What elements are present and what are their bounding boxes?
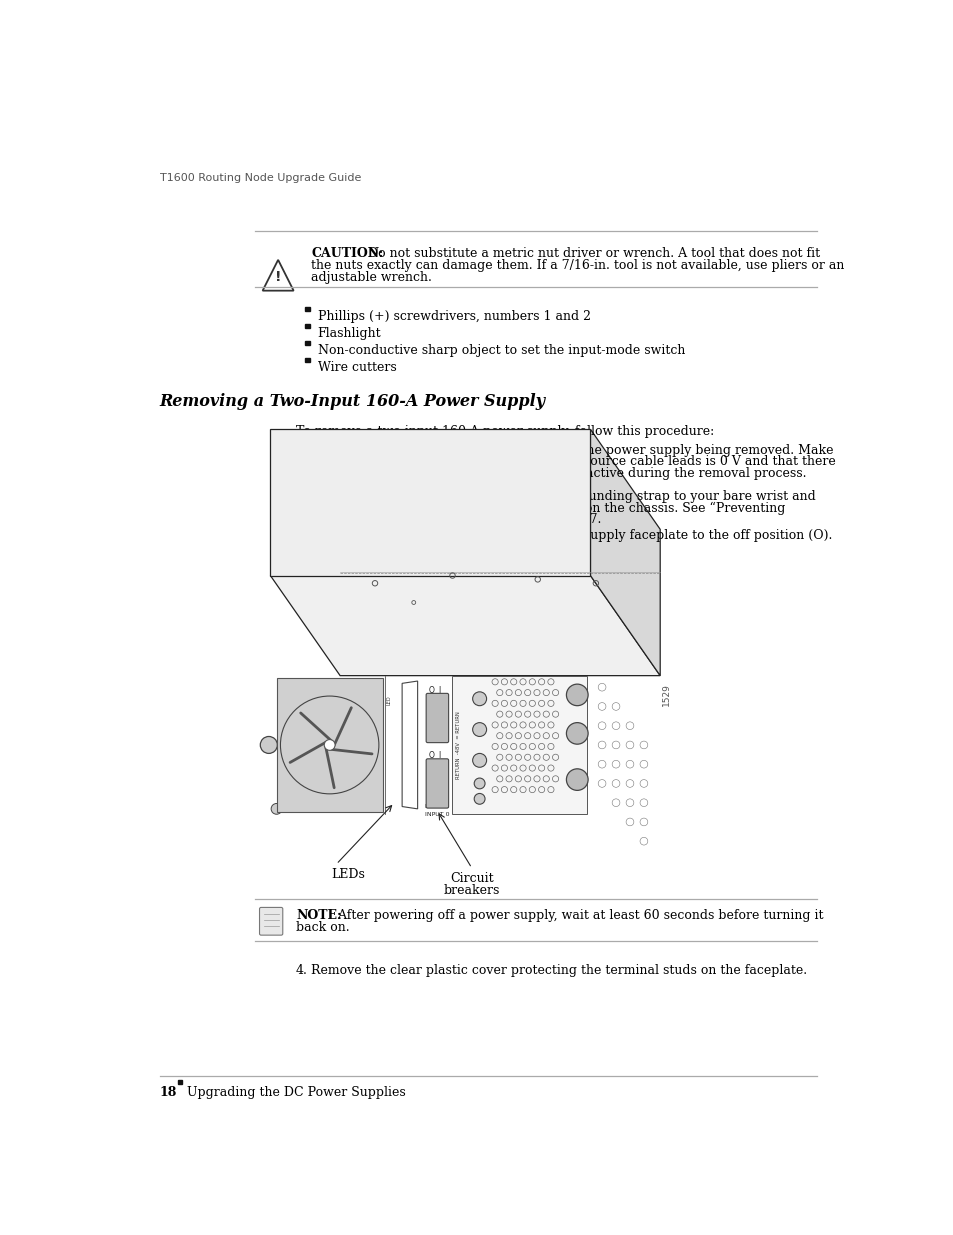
Text: I: I bbox=[437, 685, 440, 694]
Bar bbox=[305, 324, 310, 329]
Text: Phillips (+) screwdrivers, numbers 1 and 2: Phillips (+) screwdrivers, numbers 1 and… bbox=[317, 310, 590, 322]
Text: After powering off a power supply, wait at least 60 seconds before turning it: After powering off a power supply, wait … bbox=[330, 909, 822, 923]
Text: Flashlight: Flashlight bbox=[317, 327, 381, 340]
Text: Attach an electrostatic discharge (ESD) grounding strap to your bare wrist and: Attach an electrostatic discharge (ESD) … bbox=[311, 490, 816, 503]
Circle shape bbox=[566, 769, 587, 790]
Text: Figure 9: Two-Input 160-A Power Supply: Figure 9: Two-Input 160-A Power Supply bbox=[295, 555, 578, 568]
Circle shape bbox=[472, 692, 486, 705]
Circle shape bbox=[260, 736, 277, 753]
Circle shape bbox=[474, 778, 484, 789]
Text: Remove the clear plastic cover protecting the terminal studs on the faceplate.: Remove the clear plastic cover protectin… bbox=[311, 965, 807, 977]
Text: Circuit: Circuit bbox=[450, 872, 493, 885]
Bar bbox=[305, 358, 310, 362]
Circle shape bbox=[566, 722, 587, 745]
Bar bbox=[178, 1079, 182, 1084]
Text: O: O bbox=[428, 685, 434, 694]
Circle shape bbox=[271, 804, 282, 814]
Circle shape bbox=[566, 684, 587, 705]
Text: 4.: 4. bbox=[295, 965, 308, 977]
Text: I: I bbox=[437, 751, 440, 760]
Text: INPUT 1: INPUT 1 bbox=[424, 804, 449, 809]
FancyBboxPatch shape bbox=[426, 758, 448, 808]
Circle shape bbox=[474, 793, 484, 804]
Text: O: O bbox=[428, 751, 434, 760]
Text: CAUTION:: CAUTION: bbox=[311, 247, 383, 259]
Text: Electrostatic Discharge Damage” on page 47.: Electrostatic Discharge Damage” on page … bbox=[311, 514, 601, 526]
Text: connect the strap to one of the ESD points on the chassis. See “Preventing: connect the strap to one of the ESD poin… bbox=[311, 501, 785, 515]
FancyBboxPatch shape bbox=[426, 693, 448, 742]
Text: LED: LED bbox=[386, 695, 392, 704]
Circle shape bbox=[472, 753, 486, 767]
Text: breakers: breakers bbox=[443, 883, 499, 897]
Text: Switch off the external circuit breakers to the power supply being removed. Make: Switch off the external circuit breakers… bbox=[311, 443, 833, 457]
Text: NOTE:: NOTE: bbox=[295, 909, 341, 923]
Text: 2.: 2. bbox=[295, 490, 308, 503]
Text: T1600 Routing Node Upgrade Guide: T1600 Routing Node Upgrade Guide bbox=[159, 173, 360, 183]
Text: is no chance that the cables might become active during the removal process.: is no chance that the cables might becom… bbox=[311, 467, 806, 480]
Text: Non-conductive sharp object to set the input-mode switch: Non-conductive sharp object to set the i… bbox=[317, 343, 684, 357]
Text: sure that the voltage across the DC power source cable leads is 0 V and that the: sure that the voltage across the DC powe… bbox=[311, 456, 836, 468]
Bar bbox=[305, 306, 310, 311]
Polygon shape bbox=[270, 430, 590, 576]
Circle shape bbox=[472, 722, 486, 736]
Text: !: ! bbox=[274, 269, 281, 284]
Text: the nuts exactly can damage them. If a 7/16-in. tool is not available, use plier: the nuts exactly can damage them. If a 7… bbox=[311, 259, 844, 272]
Circle shape bbox=[324, 740, 335, 751]
Polygon shape bbox=[590, 430, 659, 676]
Text: 3.: 3. bbox=[295, 529, 308, 542]
Bar bbox=[452, 676, 586, 814]
Text: 18: 18 bbox=[159, 1086, 176, 1099]
Text: 1529: 1529 bbox=[661, 683, 670, 706]
Text: Wire cutters: Wire cutters bbox=[317, 361, 396, 374]
Text: LEDs: LEDs bbox=[331, 868, 364, 881]
Bar bbox=[305, 341, 310, 346]
Text: Upgrading the DC Power Supplies: Upgrading the DC Power Supplies bbox=[187, 1086, 406, 1099]
Text: INPUT 0: INPUT 0 bbox=[424, 811, 449, 816]
Text: Switch both circuit breakers on the power supply faceplate to the off position (: Switch both circuit breakers on the powe… bbox=[311, 529, 832, 542]
Text: RETURN  -48V  = RETURN: RETURN -48V = RETURN bbox=[456, 711, 460, 779]
Text: Do not substitute a metric nut driver or wrench. A tool that does not fit: Do not substitute a metric nut driver or… bbox=[364, 247, 820, 259]
Text: 1.: 1. bbox=[295, 443, 308, 457]
Text: Removing a Two-Input 160-A Power Supply: Removing a Two-Input 160-A Power Supply bbox=[159, 393, 545, 410]
Bar bbox=[276, 678, 382, 811]
Polygon shape bbox=[270, 576, 659, 676]
Text: To remove a two-input 160-A power supply, follow this procedure:: To remove a two-input 160-A power supply… bbox=[295, 425, 714, 438]
Text: adjustable wrench.: adjustable wrench. bbox=[311, 272, 432, 284]
Text: back on.: back on. bbox=[295, 921, 349, 935]
FancyBboxPatch shape bbox=[259, 908, 282, 935]
